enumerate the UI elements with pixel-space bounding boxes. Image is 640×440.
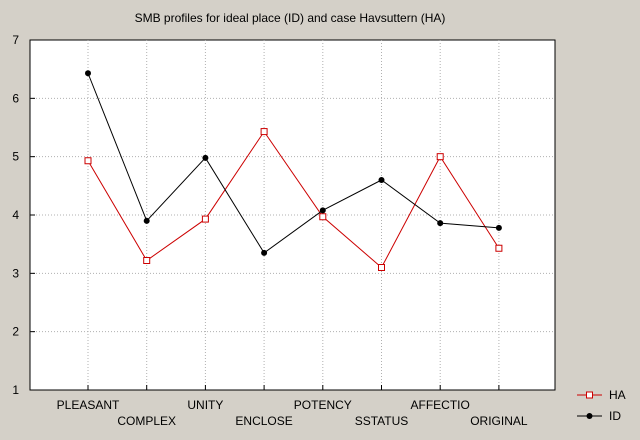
data-point <box>495 224 502 231</box>
grid <box>30 40 555 390</box>
data-point <box>143 257 151 264</box>
series-ha <box>84 128 503 271</box>
data-point <box>437 220 444 227</box>
legend-label: ID <box>609 409 621 423</box>
series-id <box>85 70 502 256</box>
legend-marker <box>586 391 593 399</box>
data-point <box>260 128 268 136</box>
legend-marker <box>586 413 593 419</box>
y-tick-label: 4 <box>12 208 19 222</box>
data-point <box>85 70 91 77</box>
series-line <box>87 73 499 254</box>
data-point <box>143 217 150 224</box>
data-point <box>202 154 209 161</box>
data-point <box>495 244 503 252</box>
series-layer <box>84 70 503 271</box>
y-tick-label: 7 <box>12 33 19 47</box>
x-category-label: UNITY <box>187 398 223 412</box>
series-line <box>87 130 500 269</box>
data-point <box>84 157 92 165</box>
data-point <box>378 177 385 183</box>
y-tick-label: 2 <box>12 325 19 339</box>
data-point <box>319 207 326 214</box>
data-point <box>378 264 385 271</box>
legend-label: HA <box>609 388 626 402</box>
data-point <box>201 215 209 223</box>
x-category-label: POTENCY <box>294 398 352 412</box>
data-point <box>261 249 268 256</box>
y-tick-label: 1 <box>12 383 19 397</box>
y-tick-label: 6 <box>12 91 19 105</box>
x-category-label: SSTATUS <box>355 414 409 428</box>
axes: 1 2 3 4 5 6 7 PLEASANT COMPLEX UNITY ENCLOSEPOTENC… <box>12 33 528 428</box>
x-category-label: COMPLEX <box>117 414 176 428</box>
x-category-label: ORIGINAL <box>470 414 528 428</box>
chart-title: SMB profiles for ideal place (ID) and ca… <box>135 11 446 25</box>
x-category-label: AFFECTIO <box>411 398 470 412</box>
legend-item: HA <box>577 388 626 402</box>
y-tick-label: 5 <box>12 150 19 164</box>
legend-item: ID <box>577 409 621 423</box>
data-point <box>436 153 444 161</box>
data-point <box>319 213 327 221</box>
x-category-label: PLEASANT <box>57 398 120 412</box>
y-tick-label: 3 <box>12 266 19 280</box>
legend: HA ID <box>577 388 626 423</box>
x-category-label: ENCLOSE <box>235 414 292 428</box>
